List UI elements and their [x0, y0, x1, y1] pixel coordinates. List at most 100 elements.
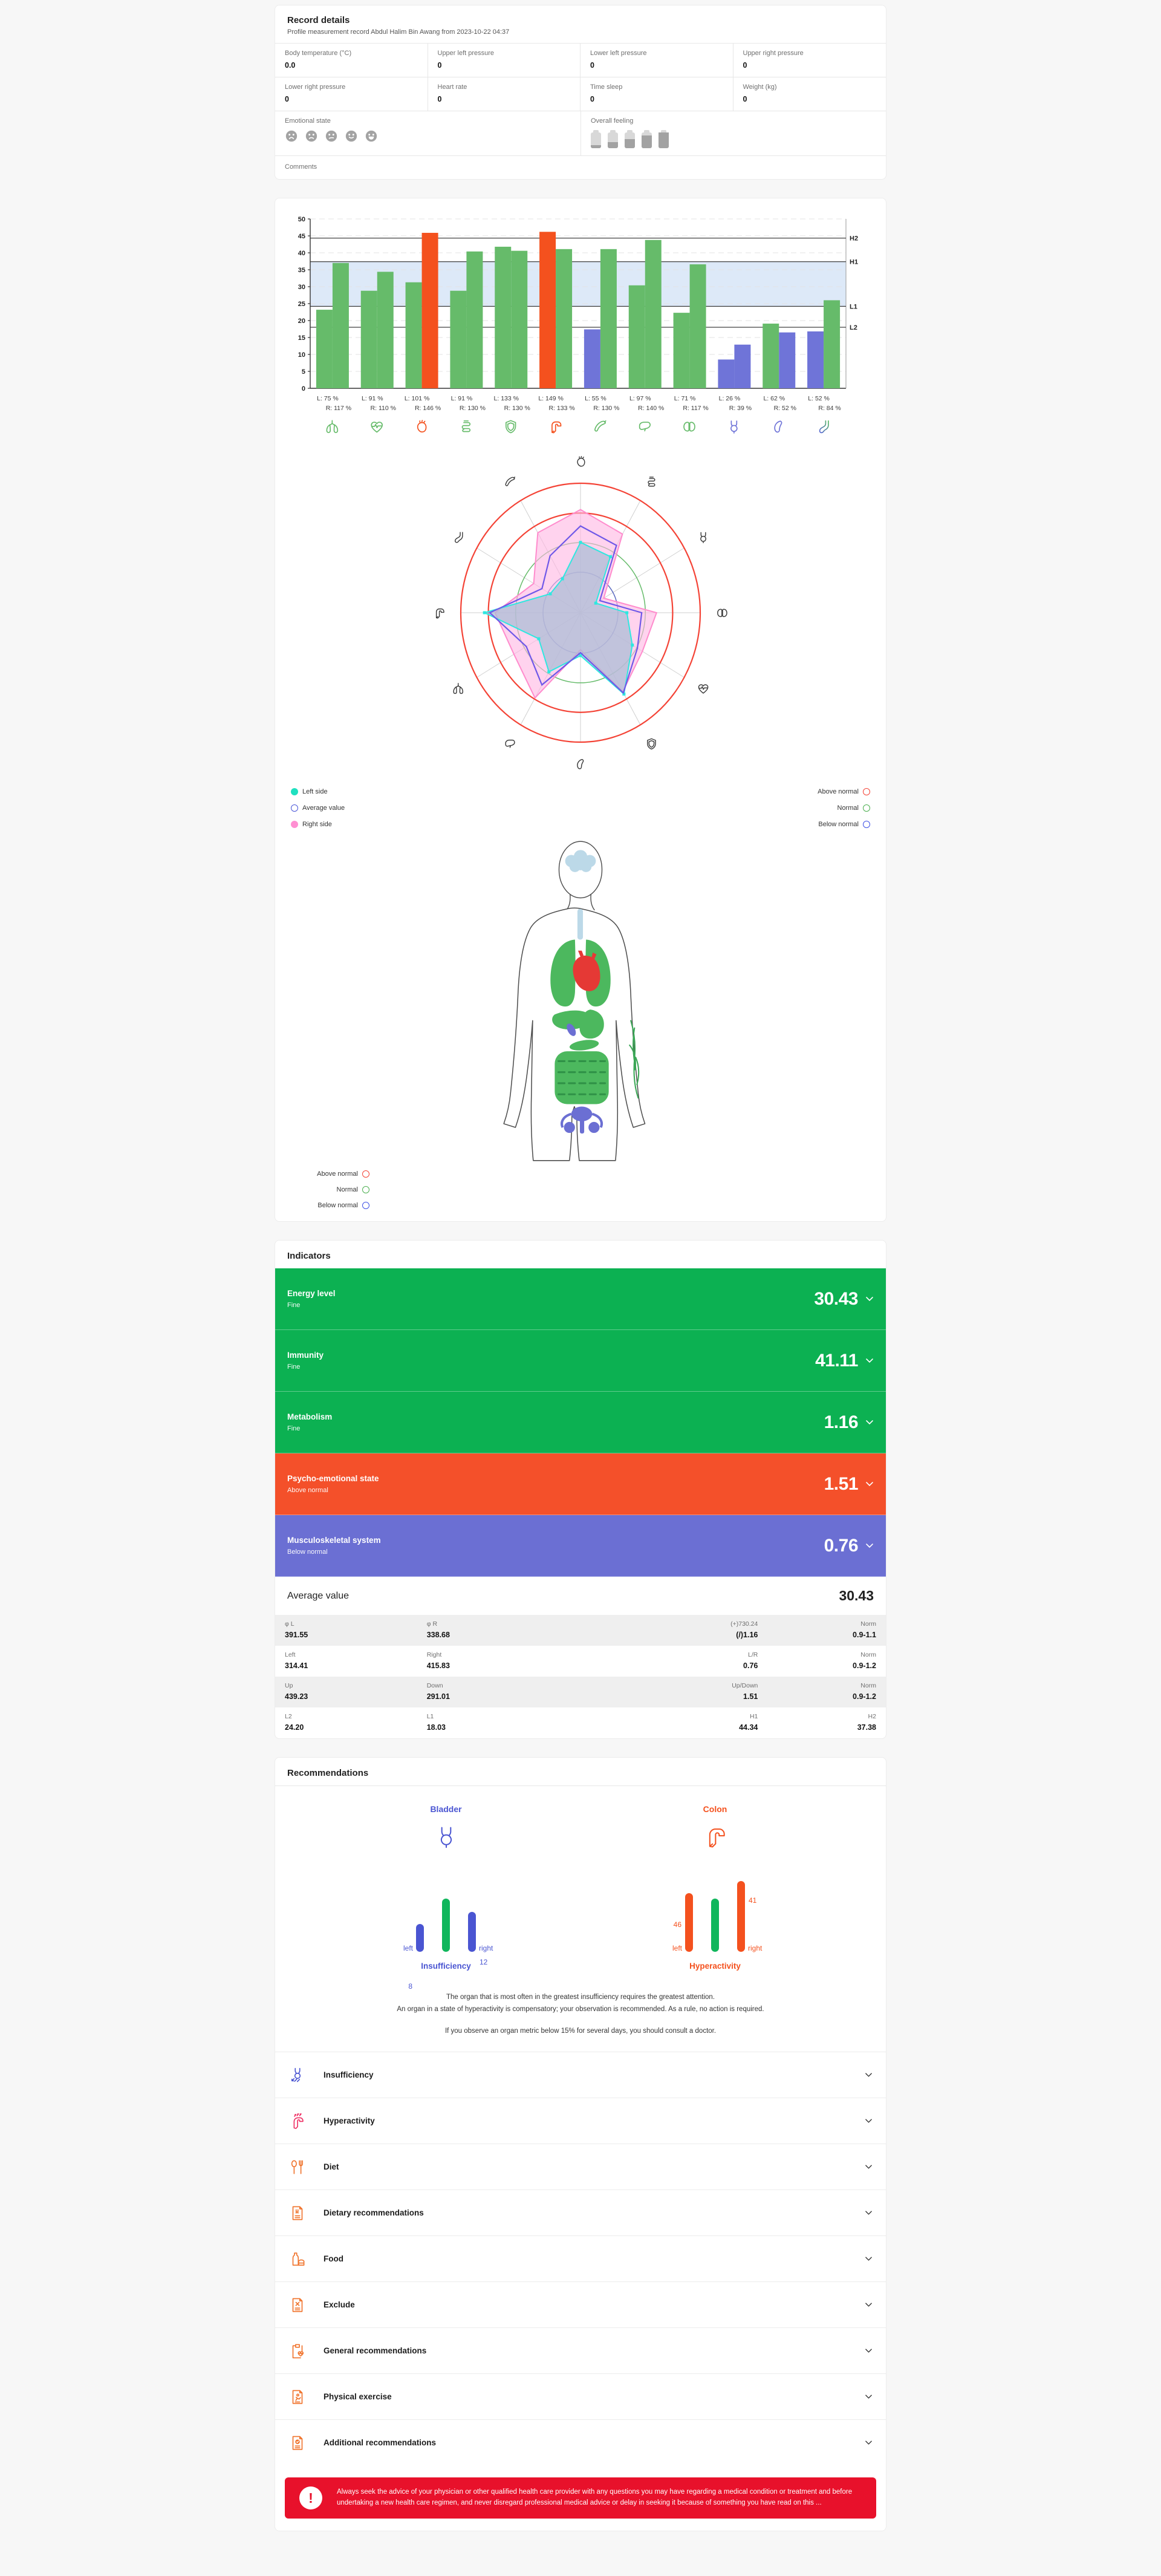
svg-text:L: 52 %: L: 52 % — [808, 395, 830, 402]
legend-left-side: Left side — [291, 788, 345, 795]
diet-card-icon — [292, 2206, 303, 2220]
chevron-down-icon — [866, 1482, 873, 1487]
indicator-metabolism[interactable]: Metabolism Fine 1.16 — [275, 1392, 886, 1453]
chevron-down-icon — [866, 1544, 873, 1548]
field-lower-left-pressure: Lower left pressure 0 — [580, 44, 733, 77]
sad-face-icon[interactable] — [305, 129, 318, 143]
colon-arrows-up-icon — [293, 2113, 304, 2129]
legend-circle-icon — [863, 821, 870, 828]
indicator-energy-level[interactable]: Energy level Fine 30.43 — [275, 1268, 886, 1330]
stat-value: 37.38 — [857, 1723, 876, 1732]
svg-text:R: 110 %: R: 110 % — [371, 405, 396, 412]
chevron-down-icon — [866, 1358, 873, 1363]
record-details-card: Record details Profile measurement recor… — [275, 5, 886, 180]
battery-80-icon[interactable] — [642, 130, 652, 148]
liver-icon — [639, 422, 651, 432]
mini-bar-right: 12 right — [468, 1912, 493, 1966]
legend-below-normal: Below normal — [290, 1202, 369, 1209]
exercise-document-icon — [292, 2390, 303, 2404]
svg-text:L: 91 %: L: 91 % — [362, 395, 383, 402]
chevron-down-icon — [865, 2073, 872, 2078]
chevron-down-icon — [866, 1297, 873, 1302]
svg-text:R: 39 %: R: 39 % — [729, 405, 752, 412]
organ-radar-chart-svg — [435, 455, 727, 769]
stats-row: φ L 391.55 φ R 338.68 (+)730.24 (/)1.16 Norm 0.… — [275, 1615, 886, 1646]
stat-label: Norm — [860, 1620, 876, 1628]
stat-label: L1 — [426, 1713, 434, 1720]
legend-label: Average value — [302, 804, 345, 812]
bar-group-bladder: L: 26 % R: 39 % — [718, 344, 752, 434]
stat-label: Norm — [860, 1682, 876, 1689]
indicator-status: Below normal — [287, 1548, 328, 1556]
overall-feeling-cell: Overall feeling — [580, 111, 886, 155]
spleen-icon — [577, 758, 584, 769]
svg-text:L: 101 %: L: 101 % — [405, 395, 429, 402]
intestine-icon — [648, 477, 655, 487]
stomach-icon — [455, 532, 463, 543]
note-doctor: If you observe an organ metric below 15%… — [444, 2027, 717, 2035]
emotional-state-label: Emotional state — [285, 117, 331, 125]
legend-label: Left side — [302, 788, 328, 795]
body-map-svg — [503, 841, 646, 1161]
indicators-title: Indicators — [287, 1251, 331, 1261]
battery-40-icon[interactable] — [608, 130, 618, 148]
legend-circle-icon — [863, 788, 870, 795]
brain — [565, 850, 596, 872]
medical-disclaimer-banner: ! Always seek the advice of your physici… — [285, 2477, 876, 2519]
accordion-item-physical-exercise[interactable]: Physical exercise — [275, 2373, 886, 2419]
accordion-label: General recommendations — [324, 2346, 427, 2356]
indicator-musculoskeletal-system[interactable]: Musculoskeletal system Below normal 0.76 — [275, 1515, 886, 1577]
intestine-icon — [461, 420, 471, 432]
accordion-label: Hyperactivity — [324, 2116, 375, 2126]
bar-group-liver: L: 97 % R: 140 % — [628, 240, 664, 432]
indicator-psycho-emotional-state[interactable]: Psycho-emotional state Above normal 1.51 — [275, 1453, 886, 1515]
colon-mini-chart: Colon 46 left N 41 right Hyperactivity — [625, 1804, 806, 1971]
svg-text:L: 71 %: L: 71 % — [674, 395, 696, 402]
battery-58-icon[interactable] — [625, 130, 635, 148]
neutral-face-icon[interactable] — [325, 129, 338, 143]
indicator-status: Fine — [287, 1425, 301, 1432]
chevron-down-icon — [866, 1420, 873, 1425]
battery-18-icon[interactable] — [591, 130, 601, 148]
radar-series-legend: Left side Average value Right side — [291, 788, 345, 828]
battery-100-icon[interactable] — [659, 130, 669, 148]
accordion-label: Dietary recommendations — [324, 2208, 424, 2218]
svg-text:L: 62 %: L: 62 % — [763, 395, 785, 402]
smile-face-icon[interactable] — [345, 129, 358, 143]
indicator-value: 41.11 — [815, 1350, 858, 1371]
bladder-icon — [700, 532, 706, 544]
accordion-item-exclude[interactable]: Exclude — [275, 2281, 886, 2327]
field-weight-kg: Weight (kg) 0 — [733, 77, 886, 111]
immunity-icon — [647, 738, 656, 750]
svg-text:25: 25 — [298, 301, 305, 308]
gallbladder — [567, 1023, 576, 1036]
happy-face-icon[interactable] — [365, 129, 378, 143]
body-map-legend: Above normal Normal Below normal — [275, 1168, 886, 1221]
heart-icon — [417, 420, 427, 433]
stat-value: 24.20 — [285, 1723, 304, 1732]
comments-field[interactable]: Comments — [275, 155, 886, 179]
indicator-immunity[interactable]: Immunity Fine 41.11 — [275, 1330, 886, 1392]
chevron-down-icon — [865, 2441, 872, 2445]
divider — [275, 1785, 886, 1786]
organ-mini-charts: Bladder 8 left N 12 right Insufficiency Colon 46… — [275, 1786, 886, 1991]
accordion-item-additional-recommendations[interactable]: Additional recommendations — [275, 2419, 886, 2465]
svg-text:R: 130 %: R: 130 % — [504, 405, 530, 412]
accordion-item-dietary-recommendations[interactable]: Dietary recommendations — [275, 2190, 886, 2235]
accordion-item-diet[interactable]: Diet — [275, 2144, 886, 2190]
legend-normal: Normal — [818, 804, 870, 812]
accordion-item-insufficiency[interactable]: Insufficiency — [275, 2052, 886, 2098]
stomach — [579, 1009, 604, 1039]
stat-norm: Norm 0.9-1.1 — [758, 1620, 876, 1639]
very-sad-face-icon[interactable] — [285, 129, 298, 143]
stat-label: L2 — [285, 1713, 292, 1720]
accordion-item-food[interactable]: Food — [275, 2235, 886, 2281]
accordion-item-general-recommendations[interactable]: General recommendations — [275, 2327, 886, 2373]
pancreas — [569, 1040, 599, 1051]
accordion-item-hyperactivity[interactable]: Hyperactivity — [275, 2098, 886, 2144]
indicator-name: Immunity — [287, 1351, 324, 1360]
cardiovascular-icon — [371, 422, 383, 433]
indicator-status: Above normal — [287, 1487, 328, 1494]
svg-text:R: 117 %: R: 117 % — [683, 405, 708, 412]
bar-group-immunity: L: 133 % R: 130 % — [494, 246, 530, 434]
